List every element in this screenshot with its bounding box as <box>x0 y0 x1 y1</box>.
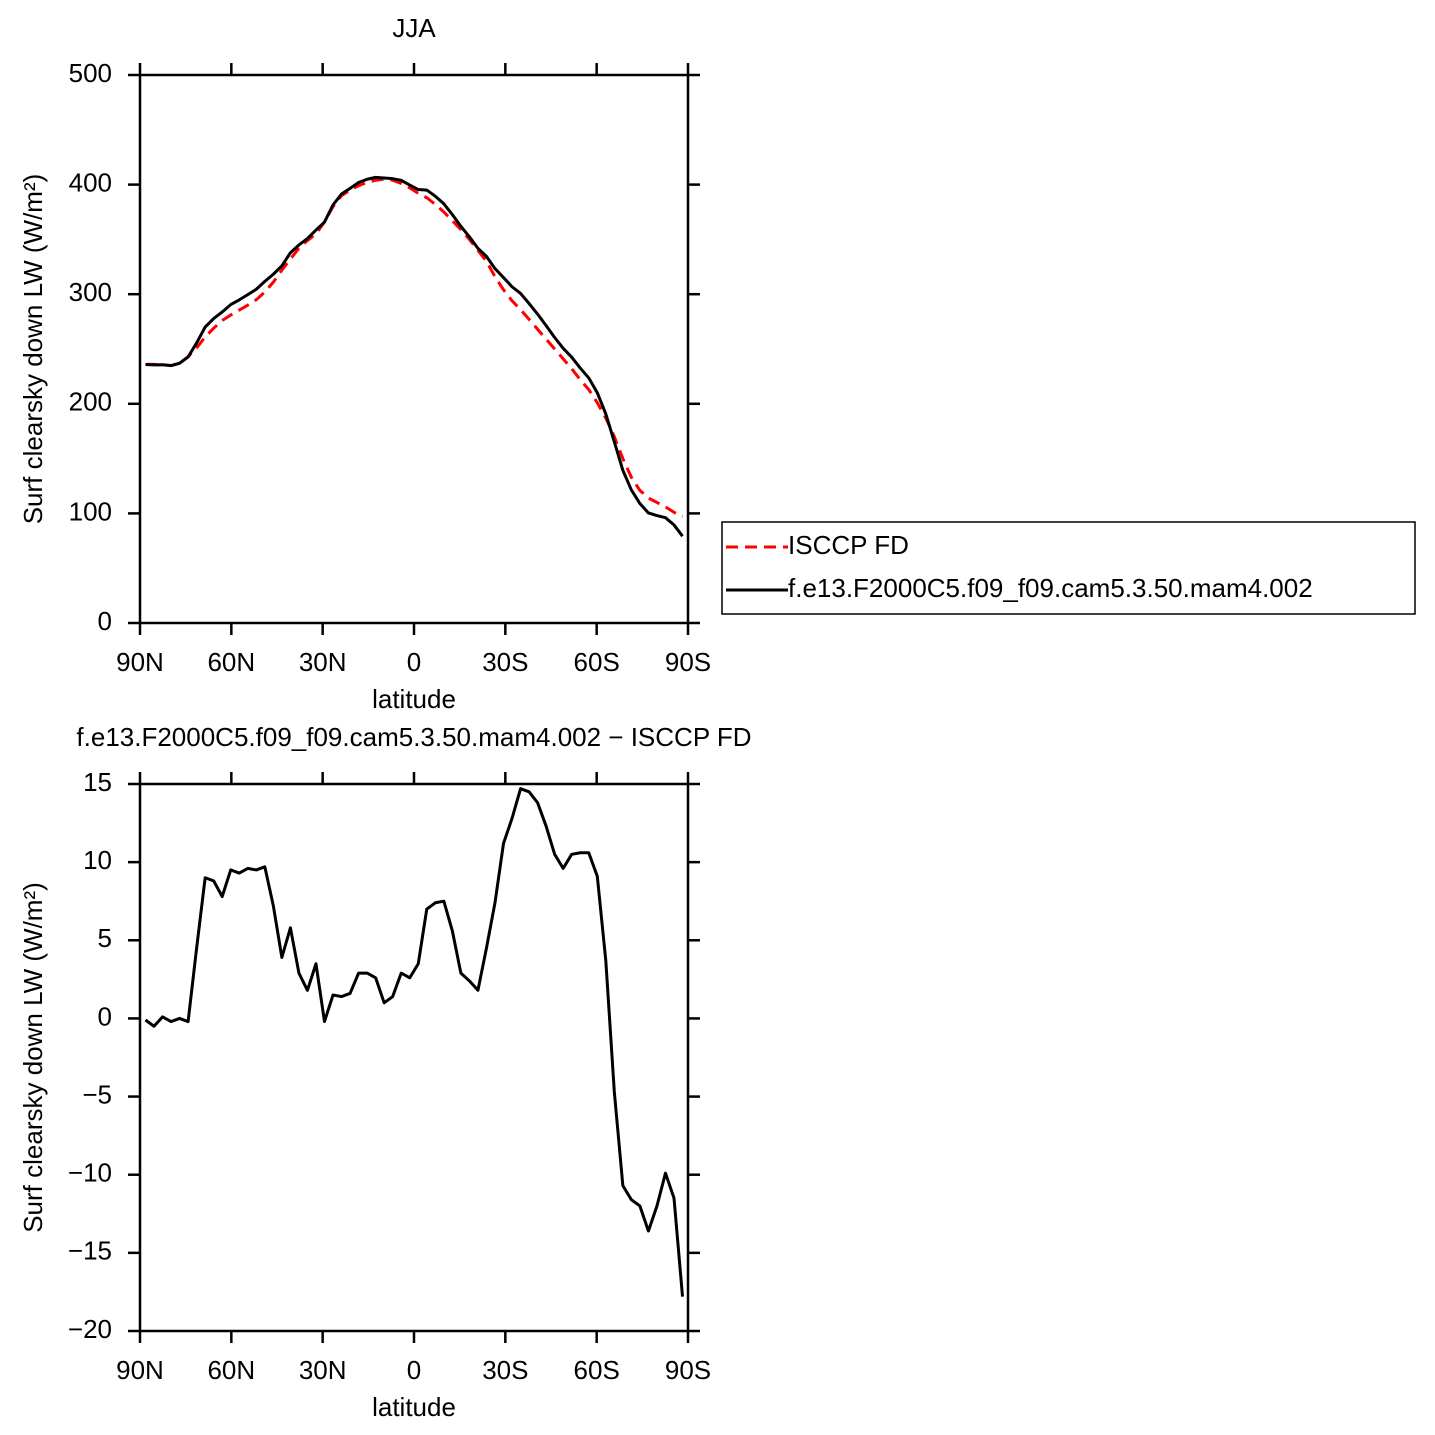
y-tick-label: 200 <box>69 387 112 417</box>
x-tick-label: 90S <box>665 647 711 677</box>
data-line <box>145 175 684 538</box>
x-axis-label: latitude <box>372 684 456 714</box>
plot-frame <box>138 73 690 625</box>
chart-title: f.e13.F2000C5.f09_f09.cam5.3.50.mam4.002… <box>76 722 751 752</box>
y-tick-label: 0 <box>98 1001 112 1031</box>
x-tick-label: 0 <box>407 647 421 677</box>
x-tick-label: 30N <box>299 1355 347 1385</box>
y-tick-label: −5 <box>82 1079 112 1109</box>
x-tick-label: 60N <box>207 647 255 677</box>
x-tick-label: 60S <box>574 647 620 677</box>
x-tick-label: 60N <box>207 1355 255 1385</box>
legend-box <box>721 521 1416 615</box>
legend-label: ISCCP FD <box>788 530 909 560</box>
x-tick-label: 30S <box>482 1355 528 1385</box>
x-tick-label: 30N <box>299 647 347 677</box>
x-tick-label: 0 <box>407 1355 421 1385</box>
y-tick-label: 15 <box>83 767 112 797</box>
y-tick-label: 100 <box>69 496 112 526</box>
y-tick-label: −10 <box>68 1158 112 1188</box>
x-tick-label: 90N <box>116 1355 164 1385</box>
legend-label: f.e13.F2000C5.f09_f09.cam5.3.50.mam4.002 <box>788 573 1313 603</box>
y-axis-label: Surf clearsky down LW (W/m²) <box>18 174 48 525</box>
y-tick-label: 400 <box>69 167 112 197</box>
y-tick-label: 300 <box>69 277 112 307</box>
y-tick-label: −20 <box>68 1314 112 1344</box>
x-axis-label: latitude <box>372 1392 456 1422</box>
y-tick-label: 5 <box>98 923 112 953</box>
x-tick-label: 30S <box>482 647 528 677</box>
data-line <box>144 787 685 1297</box>
y-tick-label: 10 <box>83 845 112 875</box>
y-tick-label: 500 <box>69 58 112 88</box>
y-axis-label: Surf clearsky down LW (W/m²) <box>18 882 48 1233</box>
x-tick-label: 90S <box>665 1355 711 1385</box>
y-tick-label: 0 <box>98 606 112 636</box>
x-tick-label: 90N <box>116 647 164 677</box>
data-line <box>145 177 684 519</box>
chart-title: JJA <box>392 13 436 43</box>
x-tick-label: 60S <box>574 1355 620 1385</box>
y-tick-label: −15 <box>68 1236 112 1266</box>
plot-frame <box>138 782 690 1333</box>
